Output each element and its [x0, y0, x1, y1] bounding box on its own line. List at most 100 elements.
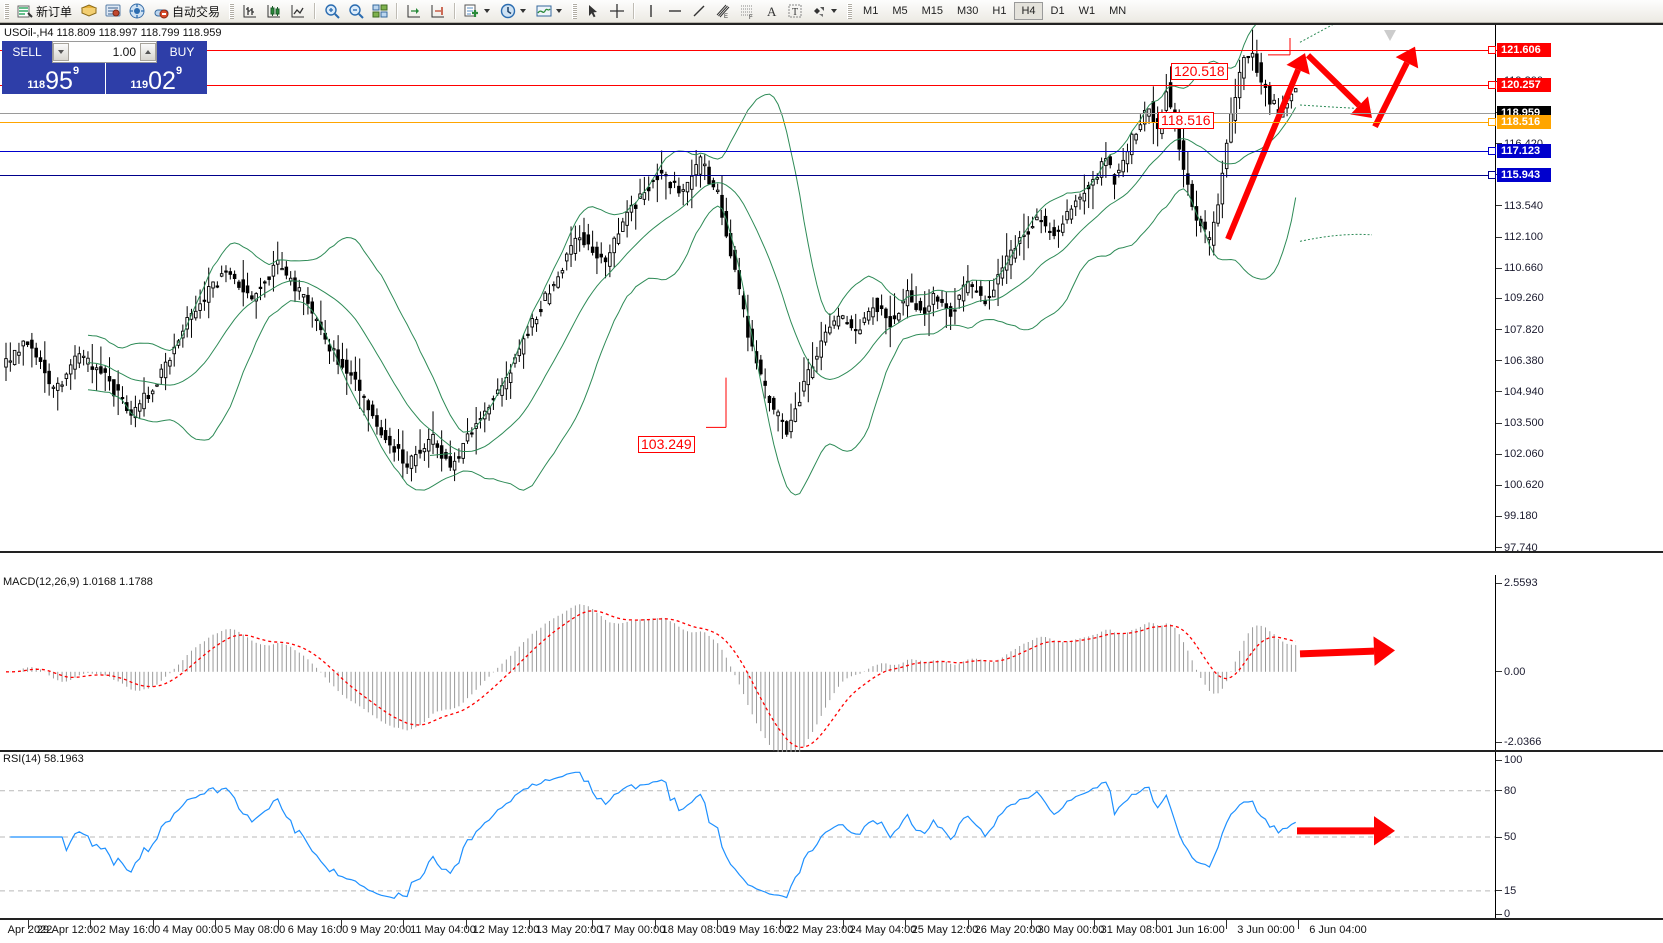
- timeframe-m5[interactable]: M5: [892, 5, 908, 17]
- chart-shift-button[interactable]: [402, 1, 426, 21]
- price-level-handle[interactable]: [1488, 81, 1496, 89]
- timeframe-m15[interactable]: M15: [921, 5, 943, 17]
- sell-price-display[interactable]: 118 95 9: [2, 63, 105, 94]
- navigator-button[interactable]: [125, 1, 149, 21]
- price-annotation[interactable]: 103.249: [638, 436, 695, 453]
- price-marker-label[interactable]: 115.943: [1497, 168, 1551, 182]
- chevron-down-icon-2[interactable]: [520, 9, 527, 13]
- toolbar-grip-2[interactable]: [229, 3, 235, 19]
- sell-price-point: 9: [72, 65, 80, 77]
- indicators-button[interactable]: [460, 1, 496, 21]
- price-level-handle[interactable]: [1488, 118, 1496, 126]
- bar-chart-button[interactable]: [238, 1, 262, 21]
- price-level-line[interactable]: [0, 50, 1495, 51]
- main-chart-pane[interactable]: USOil-,H4 118.809 118.997 118.799 118.95…: [0, 23, 1663, 554]
- equidistant-button[interactable]: E: [711, 1, 735, 21]
- zoom-in-button[interactable]: [320, 1, 344, 21]
- period-button[interactable]: [496, 1, 532, 21]
- time-tick: 3 Jun 00:00: [1237, 924, 1295, 936]
- time-tick-mark: [843, 920, 844, 929]
- time-tick: 2 May 16:00: [99, 924, 161, 936]
- price-marker-label[interactable]: 118.516: [1497, 115, 1551, 129]
- toolbar-grip-4[interactable]: [847, 3, 853, 19]
- auto-scroll-button[interactable]: [426, 1, 450, 21]
- price-tick: 97.740: [1496, 542, 1538, 554]
- autotrading-button[interactable]: 自动交易: [149, 1, 225, 21]
- rsi-scale[interactable]: 100 80 50 15 0: [1496, 752, 1663, 920]
- time-tick-mark: [341, 920, 342, 929]
- price-level-line[interactable]: [0, 85, 1495, 86]
- templates-button[interactable]: [532, 1, 568, 21]
- text-button[interactable]: A: [759, 1, 783, 21]
- price-annotation[interactable]: 120.518: [1171, 63, 1228, 80]
- timeframe-w1[interactable]: W1: [1078, 5, 1096, 17]
- shapes-button[interactable]: [807, 1, 843, 21]
- price-tick: 104.940: [1496, 386, 1544, 398]
- terminal-button[interactable]: [101, 1, 125, 21]
- rsi-tick: 100: [1496, 754, 1522, 766]
- rsi-tick: 50: [1496, 831, 1516, 843]
- price-marker-label[interactable]: 121.606: [1497, 43, 1551, 57]
- timeframe-h1[interactable]: H1: [992, 5, 1007, 17]
- toolbar-separator-4: [633, 3, 636, 19]
- zoom-in-icon: [323, 2, 341, 20]
- price-level-line[interactable]: [0, 113, 1495, 114]
- rsi-pane[interactable]: RSI(14) 58.1963 100 80 50 15 0: [0, 752, 1663, 920]
- price-annotation[interactable]: 118.516: [1158, 112, 1214, 129]
- timeframe-mn[interactable]: MN: [1109, 5, 1127, 17]
- chevron-down-icon-4[interactable]: [831, 9, 838, 13]
- time-tick-mark: [1226, 920, 1227, 929]
- macd-canvas: [5, 604, 1395, 752]
- timeframe-m30[interactable]: M30: [957, 5, 979, 17]
- time-scale[interactable]: Apr 2022 29 Apr 12:00 2 May 16:00 4 May 00:…: [0, 920, 1663, 943]
- price-tick: 106.380: [1496, 355, 1544, 367]
- price-level-handle[interactable]: [1488, 46, 1496, 54]
- vline-button[interactable]: [639, 1, 663, 21]
- toolbar-grip-3[interactable]: [572, 3, 578, 19]
- macd-pane[interactable]: MACD(12,26,9) 1.0168 1.1788 2.5593 0.00 -2…: [0, 575, 1663, 752]
- macd-scale[interactable]: 2.5593 0.00 -2.0366: [1496, 575, 1663, 750]
- cursor-button[interactable]: [581, 1, 605, 21]
- volume-increment-button[interactable]: [140, 43, 156, 61]
- time-tick-mark: [278, 920, 279, 929]
- crosshair-button[interactable]: [605, 1, 629, 21]
- buy-price-display[interactable]: 119 02 9: [104, 63, 207, 94]
- hline-button[interactable]: [663, 1, 687, 21]
- trendline-button[interactable]: [687, 1, 711, 21]
- volume-stepper[interactable]: 1.00: [52, 41, 157, 63]
- sell-button[interactable]: SELL: [2, 41, 52, 63]
- chevron-down-icon-3[interactable]: [556, 9, 563, 13]
- candle-chart-button[interactable]: [262, 1, 286, 21]
- price-level-line[interactable]: [0, 151, 1495, 152]
- price-level-handle[interactable]: [1488, 171, 1496, 179]
- price-level-line[interactable]: [0, 175, 1495, 176]
- new-order-button[interactable]: 新订单: [13, 1, 77, 21]
- svg-text:A: A: [767, 4, 777, 19]
- chevron-down-icon[interactable]: [484, 9, 491, 13]
- price-marker-label[interactable]: 120.257: [1497, 78, 1551, 92]
- zoom-out-button[interactable]: [344, 1, 368, 21]
- time-tick-mark: [1156, 920, 1157, 929]
- one-click-trading-panel[interactable]: SELL 1.00 BUY 118 95 9 119 02 9: [2, 41, 207, 94]
- terminal-icon: [104, 2, 122, 20]
- price-level-line[interactable]: [0, 122, 1495, 123]
- volume-decrement-button[interactable]: [53, 43, 69, 61]
- timeframe-h4[interactable]: H4: [1014, 2, 1043, 20]
- toolbar-grip[interactable]: [4, 3, 9, 19]
- price-scale[interactable]: 120.740119.300117.860116.420114.980113.5…: [1496, 25, 1663, 554]
- price-marker-label[interactable]: 117.123: [1497, 144, 1551, 158]
- label-button[interactable]: T: [783, 1, 807, 21]
- time-tick: 4 May 00:00: [162, 924, 224, 936]
- timeframe-d1[interactable]: D1: [1050, 5, 1065, 17]
- macd-scale-divider: [1495, 575, 1496, 750]
- line-chart-button[interactable]: [286, 1, 310, 21]
- book-icon: [80, 2, 98, 20]
- volume-value[interactable]: 1.00: [112, 45, 136, 59]
- price-level-handle[interactable]: [1488, 147, 1496, 155]
- shapes-icon: [810, 2, 828, 20]
- book-button[interactable]: [77, 1, 101, 21]
- buy-button[interactable]: BUY: [157, 41, 207, 63]
- fibo-button[interactable]: F: [735, 1, 759, 21]
- tile-windows-button[interactable]: [368, 1, 392, 21]
- timeframe-m1[interactable]: M1: [863, 5, 879, 17]
